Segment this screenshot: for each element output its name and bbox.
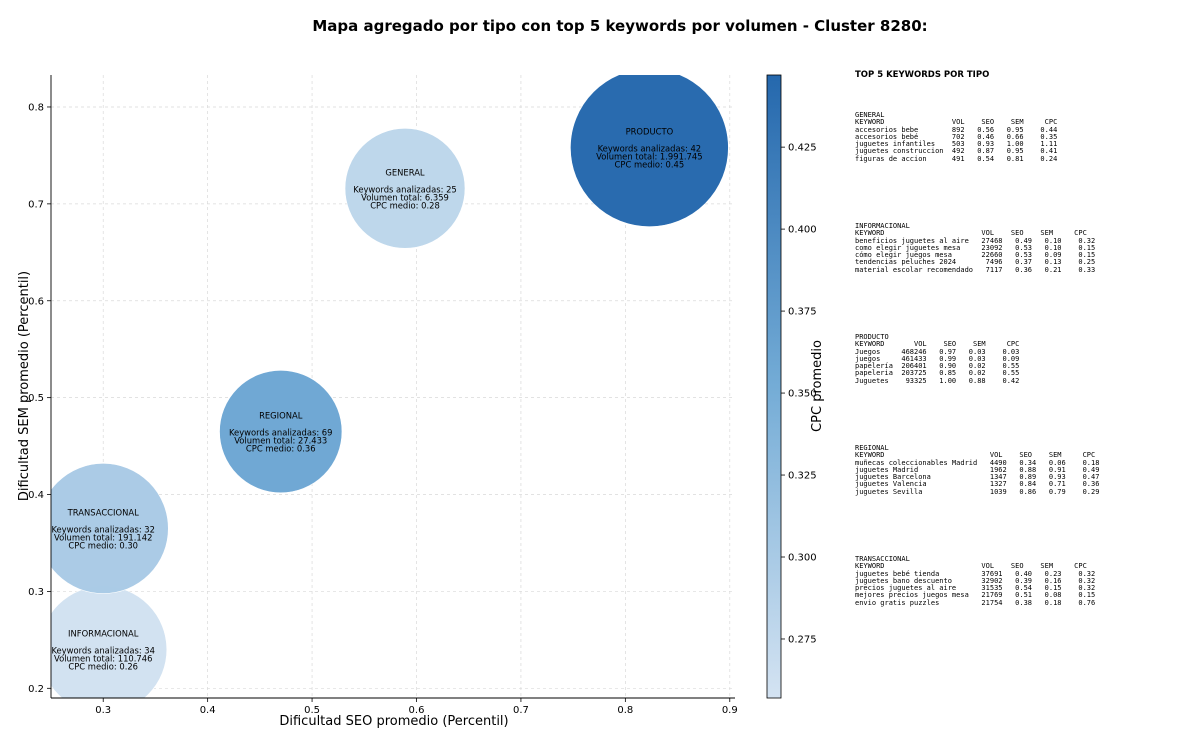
panel-block-regional: REGIONAL KEYWORD VOL SEO SEM CPC muñecas… <box>855 444 1100 496</box>
bubble-regional <box>219 370 343 494</box>
bubble-stat: Volumen total: 6.359 <box>361 192 449 202</box>
bubble-stat: Keywords analizadas: 34 <box>51 646 155 656</box>
colorbar-tick-label: 0.350 <box>788 389 817 400</box>
x-axis-label: Dificultad SEO promedio (Percentil) <box>279 714 508 729</box>
x-tick-label: 0.8 <box>617 705 633 716</box>
y-tick-label: 0.4 <box>28 490 44 501</box>
x-tick-label: 0.7 <box>513 705 529 716</box>
colorbar-tick-label: 0.425 <box>788 143 817 154</box>
chart-title: Mapa agregado por tipo con top 5 keyword… <box>312 17 927 35</box>
y-tick-label: 0.2 <box>28 684 44 695</box>
colorbar-tick-label: 0.325 <box>788 471 817 482</box>
panel-title: TOP 5 KEYWORDS POR TIPO <box>855 70 990 80</box>
bubble-stat: Volumen total: 110.746 <box>54 654 152 664</box>
bubble-transaccional <box>51 463 169 594</box>
bubble-label: PRODUCTO <box>626 127 674 137</box>
y-tick-label: 0.6 <box>28 296 44 307</box>
panel-block-informacional: INFORMACIONAL KEYWORD VOL SEO SEM CPC be… <box>855 222 1096 274</box>
bubble-stat: CPC medio: 0.30 <box>68 540 138 550</box>
y-tick-label: 0.8 <box>28 102 44 113</box>
bubble-stat: CPC medio: 0.26 <box>68 662 138 672</box>
axes: 0.3 0.4 0.5 0.6 0.7 0.8 0.9 0.2 0.3 0.4 0.5 0.6 0.7 0… <box>28 75 738 716</box>
bubble-stat: CPC medio: 0.36 <box>246 444 316 454</box>
y-tick-label: 0.7 <box>28 199 44 210</box>
bubble-stat: Keywords analizadas: 25 <box>353 184 457 194</box>
colorbar-tick-label: 0.375 <box>788 307 817 318</box>
colorbar-tick-label: 0.400 <box>788 225 817 236</box>
bubble-label: INFORMACIONAL <box>68 629 139 639</box>
bubble-stat: Keywords analizadas: 69 <box>229 428 333 438</box>
y-axis-label: Dificultad SEM promedio (Percentil) <box>17 271 32 501</box>
bubble-label: TRANSACCIONAL <box>67 507 139 517</box>
bubble-stat: Volumen total: 27.433 <box>234 436 327 446</box>
y-tick-label: 0.3 <box>28 587 44 598</box>
bubble-stat: CPC medio: 0.45 <box>615 160 685 170</box>
bubble-stat: Volumen total: 1.991.745 <box>596 152 702 162</box>
x-tick-label: 0.9 <box>722 705 738 716</box>
y-tick-label: 0.5 <box>28 393 44 404</box>
bubble-label: REGIONAL <box>259 411 303 421</box>
panel-block-general: GENERAL KEYWORD VOL SEO SEM CPC accesori… <box>855 111 1058 163</box>
x-tick-label: 0.5 <box>304 705 320 716</box>
colorbar-tick-label: 0.300 <box>788 553 817 564</box>
colorbar-label: CPC promedio <box>810 340 825 432</box>
colorbar-gradient <box>766 74 782 699</box>
x-tick-label: 0.4 <box>200 705 216 716</box>
bubble-stat: Keywords analizadas: 32 <box>51 524 155 534</box>
bubble-stat: Volumen total: 191.142 <box>54 532 152 542</box>
x-tick-label: 0.6 <box>409 705 425 716</box>
colorbar-tick-label: 0.275 <box>788 634 817 645</box>
colorbar: 0.275 0.300 0.325 0.350 0.375 0.400 0.425 <box>766 74 817 699</box>
panel-block-producto: PRODUCTO KEYWORD VOL SEO SEM CPC Juegos … <box>855 333 1020 385</box>
bubble-label: GENERAL <box>385 167 425 177</box>
bubble-producto <box>570 75 729 227</box>
keywords-panel: TOP 5 KEYWORDS POR TIPO GENERAL KEYWORD … <box>855 70 1185 732</box>
bubble-stat: Keywords analizadas: 42 <box>598 144 702 154</box>
bubble-general <box>344 128 466 249</box>
x-tick-label: 0.3 <box>95 705 111 716</box>
bubble-stat: CPC medio: 0.28 <box>370 200 440 210</box>
panel-block-transaccional: TRANSACCIONAL KEYWORD VOL SEO SEM CPC ju… <box>855 555 1096 607</box>
